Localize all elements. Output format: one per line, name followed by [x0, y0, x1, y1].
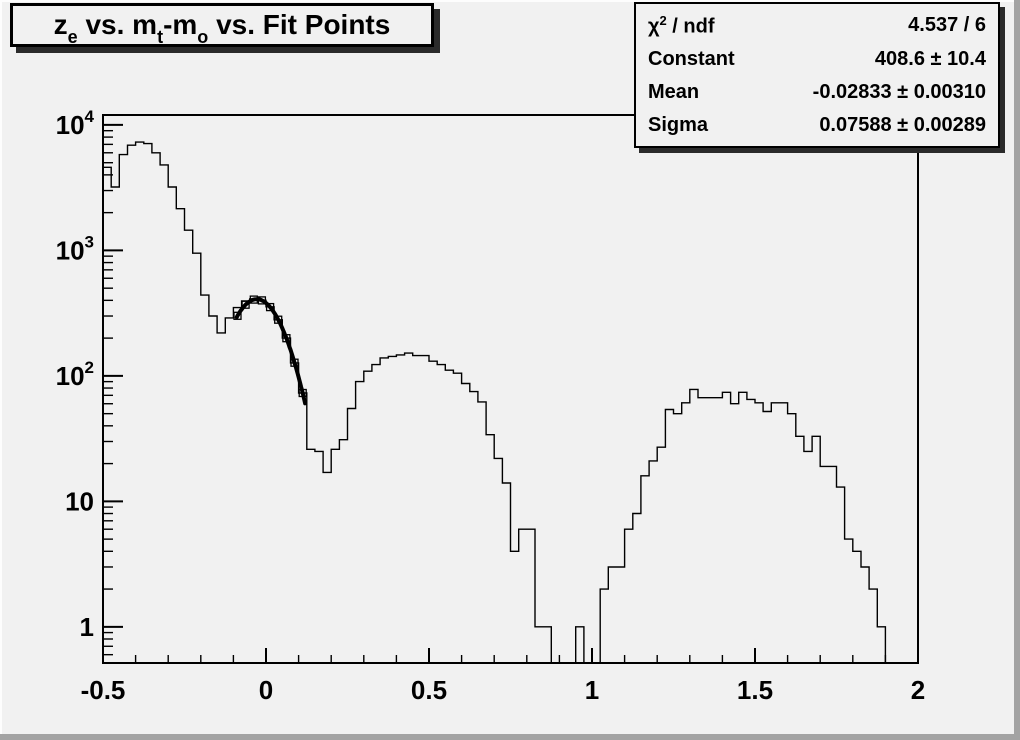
- fit-point-marker: [265, 302, 275, 312]
- x-tick-label: 0.5: [411, 675, 447, 705]
- stat-row-sigma: Sigma 0.07588 ± 0.00289: [648, 114, 986, 137]
- x-axis-ticks: [102, 648, 919, 663]
- chi2-exponent: 2: [659, 12, 667, 28]
- stat-row-mean: Mean -0.02833 ± 0.00310: [648, 81, 986, 104]
- stat-label-sigma: Sigma: [648, 114, 709, 137]
- canvas-bevel-top: [0, 0, 1020, 2]
- stat-row-chi2: χ2 / ndf 4.537 / 6: [648, 13, 986, 39]
- x-tick-label: 1: [585, 675, 599, 705]
- title-subscript: t: [157, 26, 164, 47]
- y-tick-label: 10: [65, 486, 94, 516]
- stat-label-mean: Mean: [648, 81, 700, 104]
- y-tick-label: 103: [56, 232, 94, 265]
- x-axis-labels: -0.5 0 0.5 1 1.5 2: [81, 675, 926, 705]
- stat-label-constant: Constant: [648, 48, 735, 71]
- stats-box: χ2 / ndf 4.537 / 6 Constant 408.6 ± 10.4…: [634, 2, 1000, 148]
- canvas-bevel-right: [1014, 0, 1020, 740]
- fit-point-marker: [290, 358, 299, 367]
- fit-point-marker: [257, 296, 267, 305]
- fit-point-marker: [233, 311, 242, 320]
- stat-label-chi2: χ2 / ndf: [648, 12, 715, 38]
- title-subscript: e: [67, 26, 78, 47]
- histogram-line: [103, 141, 918, 664]
- fit-point-marker: [274, 315, 283, 324]
- fit-point-marker: [298, 388, 307, 398]
- y-tick-label: 104: [56, 107, 95, 140]
- fit-point-marker: [241, 300, 250, 309]
- fit-curve: [234, 297, 308, 406]
- y-axis-ticks: [103, 123, 123, 656]
- fit-points: [233, 295, 307, 398]
- stat-value-mean: -0.02833 ± 0.00310: [812, 81, 986, 104]
- x-tick-label: 0: [259, 675, 273, 705]
- stat-value-chi2: 4.537 / 6: [908, 14, 986, 37]
- x-tick-label: -0.5: [81, 675, 126, 705]
- y-axis-labels: 1 10 102 103 104: [56, 107, 95, 642]
- title-subscript: o: [197, 26, 209, 47]
- stat-value-constant: 408.6 ± 10.4: [874, 48, 986, 71]
- stat-row-constant: Constant 408.6 ± 10.4: [648, 48, 986, 71]
- plot-title: ze vs. mt-mo vs. Fit Points: [53, 9, 391, 47]
- title-box: ze vs. mt-mo vs. Fit Points: [10, 3, 434, 47]
- fit-point-marker: [249, 295, 258, 304]
- fit-point-marker: [282, 334, 291, 343]
- stat-value-sigma: 0.07588 ± 0.00289: [819, 114, 986, 137]
- plot-frame: [102, 114, 919, 664]
- canvas-bevel-left: [0, 0, 2, 740]
- canvas-bevel-bottom: [0, 734, 1020, 740]
- y-tick-label: 1: [80, 612, 94, 642]
- y-tick-label: 102: [56, 358, 94, 391]
- x-tick-label: 1.5: [737, 675, 773, 705]
- x-tick-label: 2: [911, 675, 925, 705]
